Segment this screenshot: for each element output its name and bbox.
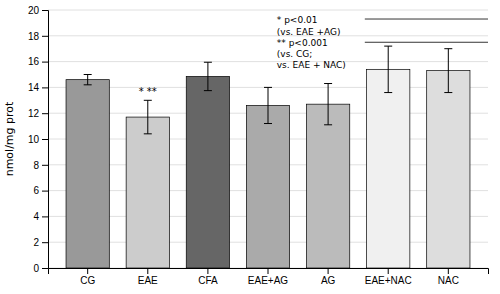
y-tick: 12 [28,108,48,119]
grid-line [48,10,488,11]
error-bar [324,84,332,125]
marks [66,19,488,268]
x-tick-mark [147,268,148,274]
y-tick: 8 [33,160,48,171]
annotation-line: (vs. CG; [277,49,313,59]
x-tick-mark [388,268,389,274]
bar [246,105,289,268]
error-bar [264,87,272,123]
bar [126,117,169,268]
annotation-line: (vs. EAE +AG) [277,27,341,37]
y-tick-mark [42,36,48,37]
error-bar [384,46,392,92]
x-axis: CG EAE CFA EAE+AG AG EAE+NAC NAC [49,268,489,286]
x-tick-label: CFA [198,275,218,286]
grid-line [48,61,488,62]
error-bar [204,62,212,90]
y-tick: 0 [33,263,48,274]
error-bar-path [444,49,452,93]
y-tick-mark [42,10,48,11]
grid [48,10,488,268]
plot: 0 2 4 6 8 10 12 14 16 18 20 CG EAE CFA EAE+AG AG EAE+NAC… [28,5,489,286]
y-tick-mark [42,113,48,114]
y-tick: 18 [28,31,48,42]
y-tick-label: 6 [33,185,39,196]
y-tick-mark [42,139,48,140]
y-tick: 2 [33,237,48,248]
error-bar-path [144,100,152,134]
y-tick: 16 [28,56,48,67]
bar [306,104,349,268]
chart: 0 2 4 6 8 10 12 14 16 18 20 CG EAE CFA EAE+AG AG EAE+NAC… [0,0,500,294]
bar [186,76,229,268]
y-tick-label: 2 [33,237,39,248]
y-axis-line [42,11,49,269]
y-tick-label: 0 [33,263,39,274]
error-bar-path [264,87,272,123]
x-tick-label: EAE+NAC [365,275,412,286]
x-tick: CFA [198,268,218,286]
x-tick-mark [448,268,449,274]
error-bar-path [204,62,212,90]
y-tick: 4 [33,211,48,222]
y-tick: 14 [28,82,48,93]
y-tick-label: 16 [28,56,40,67]
annotation-line: * p<0.01 [277,15,318,25]
x-tick: EAE [138,268,158,286]
y-tick-mark [42,87,48,88]
y-tick-label: 14 [28,82,40,93]
x-tick: AG [321,268,336,286]
y-tick-mark [42,242,48,243]
y-tick-label: 4 [33,211,39,222]
error-bar [144,100,152,134]
x-tick-mark [268,268,269,274]
y-tick-mark [42,216,48,217]
y-tick: 20 [28,5,48,16]
annotation: * p<0.01 (vs. EAE +AG)** p<0.001(vs. CG;v… [277,15,346,70]
x-tick: NAC [438,268,459,286]
y-axis: 0 2 4 6 8 10 12 14 16 18 20 [28,5,49,274]
y-tick: 6 [33,185,48,196]
x-tick-mark [87,268,88,274]
y-tick-mark [42,191,48,192]
y-tick-label: 12 [28,108,40,119]
error-bar [84,75,92,85]
grid-line [48,35,488,36]
error-bar-path [324,84,332,125]
x-tick: EAE+NAC [365,268,412,286]
bar [427,71,470,268]
reference-line [365,42,488,43]
x-axis-line [49,269,489,275]
bar [66,80,109,268]
error-bar [444,49,452,93]
y-tick-label: 10 [28,134,40,145]
reference-line [365,19,488,20]
x-tick-mark [207,268,208,274]
y-tick: 10 [28,134,48,145]
annotation-line: vs. EAE + NAC) [277,60,346,70]
y-axis-title: nmol/mg prot [3,101,16,176]
y-tick-mark [42,62,48,63]
annotations: * ** * p<0.01 (vs. EAE +AG)** p<0.001(vs. … [139,15,346,97]
x-tick-label: EAE [138,275,158,286]
y-tick-mark [42,268,48,269]
y-tick-label: 18 [28,31,40,42]
x-tick-label: EAE+AG [248,275,289,286]
x-tick-label: AG [321,275,336,286]
y-tick-mark [42,165,48,166]
x-tick: CG [80,268,95,286]
x-tick: EAE+AG [248,268,289,286]
error-bar-path [384,46,392,92]
bar [367,69,410,268]
x-tick-label: NAC [438,275,459,286]
significance-label: * ** [139,86,157,97]
x-tick-mark [328,268,329,274]
x-tick-label: CG [80,275,95,286]
y-tick-label: 20 [28,5,40,16]
error-bar-path [84,75,92,85]
annotation-line: ** p<0.001 [277,38,328,48]
y-tick-label: 8 [33,160,39,171]
